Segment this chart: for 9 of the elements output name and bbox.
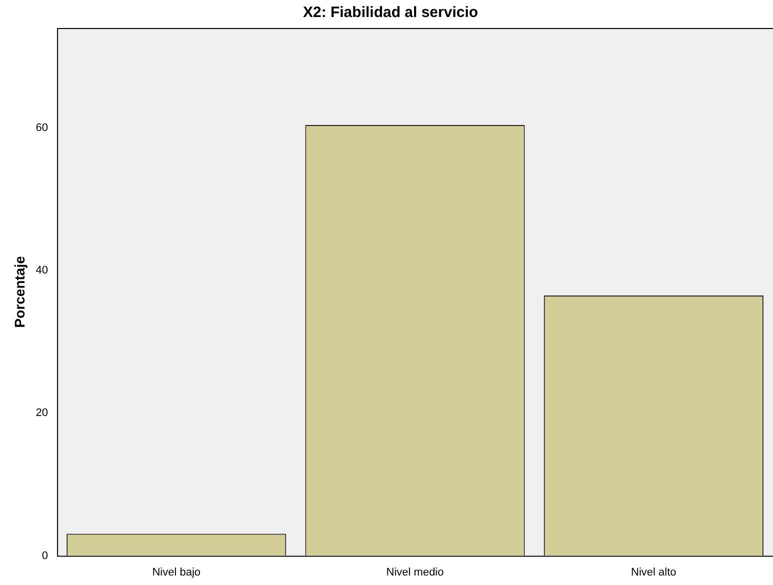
y-axis-title: Porcentaje: [11, 256, 28, 328]
y-tick-label: 60: [36, 122, 48, 134]
x-tick-label: Nivel medio: [386, 566, 444, 578]
y-tick-label: 0: [42, 550, 48, 562]
x-tick-label: Nivel bajo: [152, 566, 201, 578]
x-tick-label: Nivel alto: [631, 566, 676, 578]
y-tick-label: 20: [36, 407, 48, 420]
chart-title: X2: Fiabilidad al servicio: [302, 4, 478, 22]
y-tick-label: 40: [36, 264, 48, 277]
